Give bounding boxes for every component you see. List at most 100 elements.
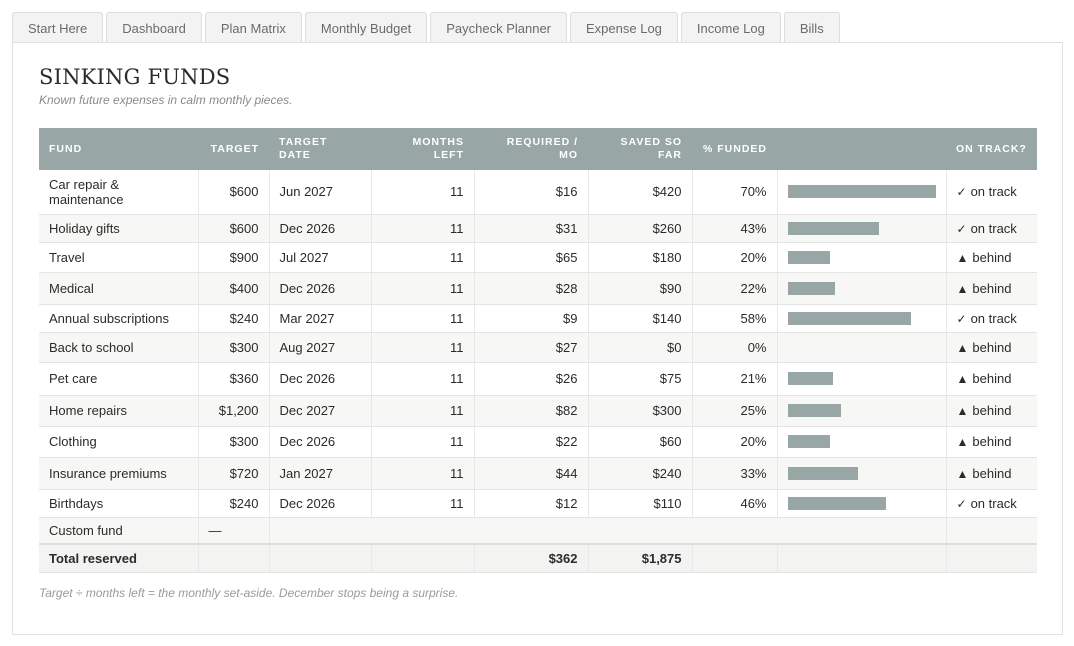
- tab-bills[interactable]: Bills: [783, 12, 840, 43]
- fund-percent-funded: 33%: [692, 457, 778, 490]
- fund-months-left: 11: [371, 170, 475, 215]
- progress-bar-fill: [787, 311, 911, 325]
- table-row[interactable]: Medical $400 Dec 2026 11 $28 $90 22% ▲ behind: [39, 272, 1037, 305]
- progress-bar-fill: [787, 250, 830, 264]
- table-row[interactable]: Holiday gifts $600 Dec 2026 11 $31 $260 43% ✓ on…: [39, 214, 1037, 243]
- progress-bar-fill: [787, 404, 841, 417]
- fund-percent-funded: 22%: [692, 272, 778, 305]
- status-label: behind: [972, 434, 1012, 449]
- fund-saved: $0: [588, 332, 693, 363]
- fund-name: Back to school: [39, 332, 199, 363]
- fund-months-left: 11: [371, 332, 475, 363]
- progress-bar: [787, 466, 936, 480]
- fund-saved: $75: [588, 362, 693, 396]
- total-empty-date: [269, 543, 372, 573]
- total-empty-months: [371, 543, 475, 573]
- fund-status: ▲ behind: [946, 272, 1037, 305]
- total-empty-status: [946, 543, 1037, 573]
- fund-target-date: Dec 2026: [269, 362, 372, 396]
- tab-income-log[interactable]: Income Log: [680, 12, 781, 43]
- header-target: TARGET: [198, 128, 269, 170]
- fund-months-left: 11: [371, 304, 475, 333]
- fund-months-left: 11: [371, 457, 475, 490]
- tab-bar: Start Here Dashboard Plan Matrix Monthly Bu…: [12, 12, 843, 43]
- header-target-date: TARGET DATE: [269, 128, 371, 170]
- status-label: behind: [972, 371, 1012, 386]
- checkmark-icon: ✓: [956, 185, 967, 200]
- fund-required-mo: $22: [474, 426, 589, 458]
- fund-target-date: Dec 2027: [269, 395, 372, 427]
- progress-bar: [787, 281, 936, 295]
- header-progress: [777, 128, 946, 170]
- tab-start-here[interactable]: Start Here: [12, 12, 104, 43]
- custom-fund-row[interactable]: Custom fund —: [39, 517, 1037, 545]
- header-saved-so-far: SAVED SO FAR: [588, 128, 692, 170]
- fund-target: $240: [198, 304, 270, 333]
- tab-paycheck-planner[interactable]: Paycheck Planner: [430, 12, 568, 43]
- fund-target: $1,200: [198, 395, 270, 427]
- tab-monthly-budget[interactable]: Monthly Budget: [304, 12, 428, 43]
- total-required-mo: $362: [474, 543, 589, 573]
- progress-bar: [787, 311, 936, 325]
- fund-months-left: 11: [371, 489, 475, 518]
- tab-plan-matrix[interactable]: Plan Matrix: [204, 12, 302, 43]
- table-row[interactable]: Travel $900 Jul 2027 11 $65 $180 20% ▲ behind: [39, 242, 1037, 273]
- warning-triangle-icon: ▲: [956, 340, 969, 355]
- fund-saved: $260: [588, 214, 693, 243]
- fund-status: ✓ on track: [946, 214, 1037, 243]
- fund-target: $720: [198, 457, 270, 490]
- fund-months-left: 11: [371, 362, 475, 396]
- table-row[interactable]: Insurance premiums $720 Jan 2027 11 $44 $240 3…: [39, 457, 1037, 490]
- table-row[interactable]: Clothing $300 Dec 2026 11 $22 $60 20% ▲ behind: [39, 426, 1037, 458]
- fund-required-mo: $28: [474, 272, 589, 305]
- warning-triangle-icon: ▲: [956, 250, 969, 265]
- fund-target-date: Mar 2027: [269, 304, 372, 333]
- table-row[interactable]: Home repairs $1,200 Dec 2027 11 $82 $300 25% ▲ b…: [39, 395, 1037, 427]
- fund-progress-cell: [777, 362, 947, 396]
- fund-saved: $180: [588, 242, 693, 273]
- fund-name: Travel: [39, 242, 199, 273]
- fund-target: $300: [198, 426, 270, 458]
- tab-expense-log[interactable]: Expense Log: [570, 12, 678, 43]
- fund-months-left: 11: [371, 395, 475, 427]
- fund-saved: $420: [588, 170, 693, 215]
- progress-bar-fill: [787, 466, 858, 480]
- fund-progress-cell: [777, 304, 947, 333]
- progress-bar: [787, 221, 936, 235]
- fund-saved: $240: [588, 457, 693, 490]
- tab-dashboard[interactable]: Dashboard: [106, 12, 202, 43]
- fund-name: Holiday gifts: [39, 214, 199, 243]
- header-required-mo: REQUIRED / MO: [474, 128, 588, 170]
- table-row[interactable]: Back to school $300 Aug 2027 11 $27 $0 0% ▲ behi…: [39, 332, 1037, 363]
- fund-saved: $300: [588, 395, 693, 427]
- total-saved: $1,875: [588, 543, 693, 573]
- progress-bar-fill: [787, 496, 886, 510]
- fund-percent-funded: 20%: [692, 242, 778, 273]
- table-row[interactable]: Birthdays $240 Dec 2026 11 $12 $110 46% ✓ on tra…: [39, 489, 1037, 518]
- progress-bar-fill: [787, 221, 879, 235]
- fund-required-mo: $44: [474, 457, 589, 490]
- table-row[interactable]: Pet care $360 Dec 2026 11 $26 $75 21% ▲ behind: [39, 362, 1037, 396]
- footer-note: Target ÷ months left = the monthly set-a…: [39, 586, 459, 600]
- custom-fund-empty: [269, 517, 947, 545]
- sinking-funds-table: FUND TARGET TARGET DATE MONTHS LEFT REQU…: [39, 128, 1037, 573]
- fund-status: ▲ behind: [946, 332, 1037, 363]
- total-empty-pct: [692, 543, 778, 573]
- fund-percent-funded: 21%: [692, 362, 778, 396]
- fund-saved: $60: [588, 426, 693, 458]
- fund-required-mo: $27: [474, 332, 589, 363]
- fund-saved: $110: [588, 489, 693, 518]
- progress-bar: [787, 372, 936, 385]
- table-row[interactable]: Annual subscriptions $240 Mar 2027 11 $9 $140…: [39, 304, 1037, 333]
- fund-required-mo: $82: [474, 395, 589, 427]
- table-row[interactable]: Car repair & maintenance $600 Jun 2027 11 $1…: [39, 170, 1037, 215]
- fund-percent-funded: 0%: [692, 332, 778, 363]
- fund-name: Pet care: [39, 362, 199, 396]
- total-empty-target: [198, 543, 270, 573]
- custom-fund-name: Custom fund: [39, 517, 199, 545]
- fund-status: ✓ on track: [946, 170, 1037, 215]
- total-label: Total reserved: [39, 543, 199, 573]
- status-label: behind: [972, 339, 1012, 355]
- fund-target-date: Jun 2027: [269, 170, 372, 215]
- fund-target: $600: [198, 214, 270, 243]
